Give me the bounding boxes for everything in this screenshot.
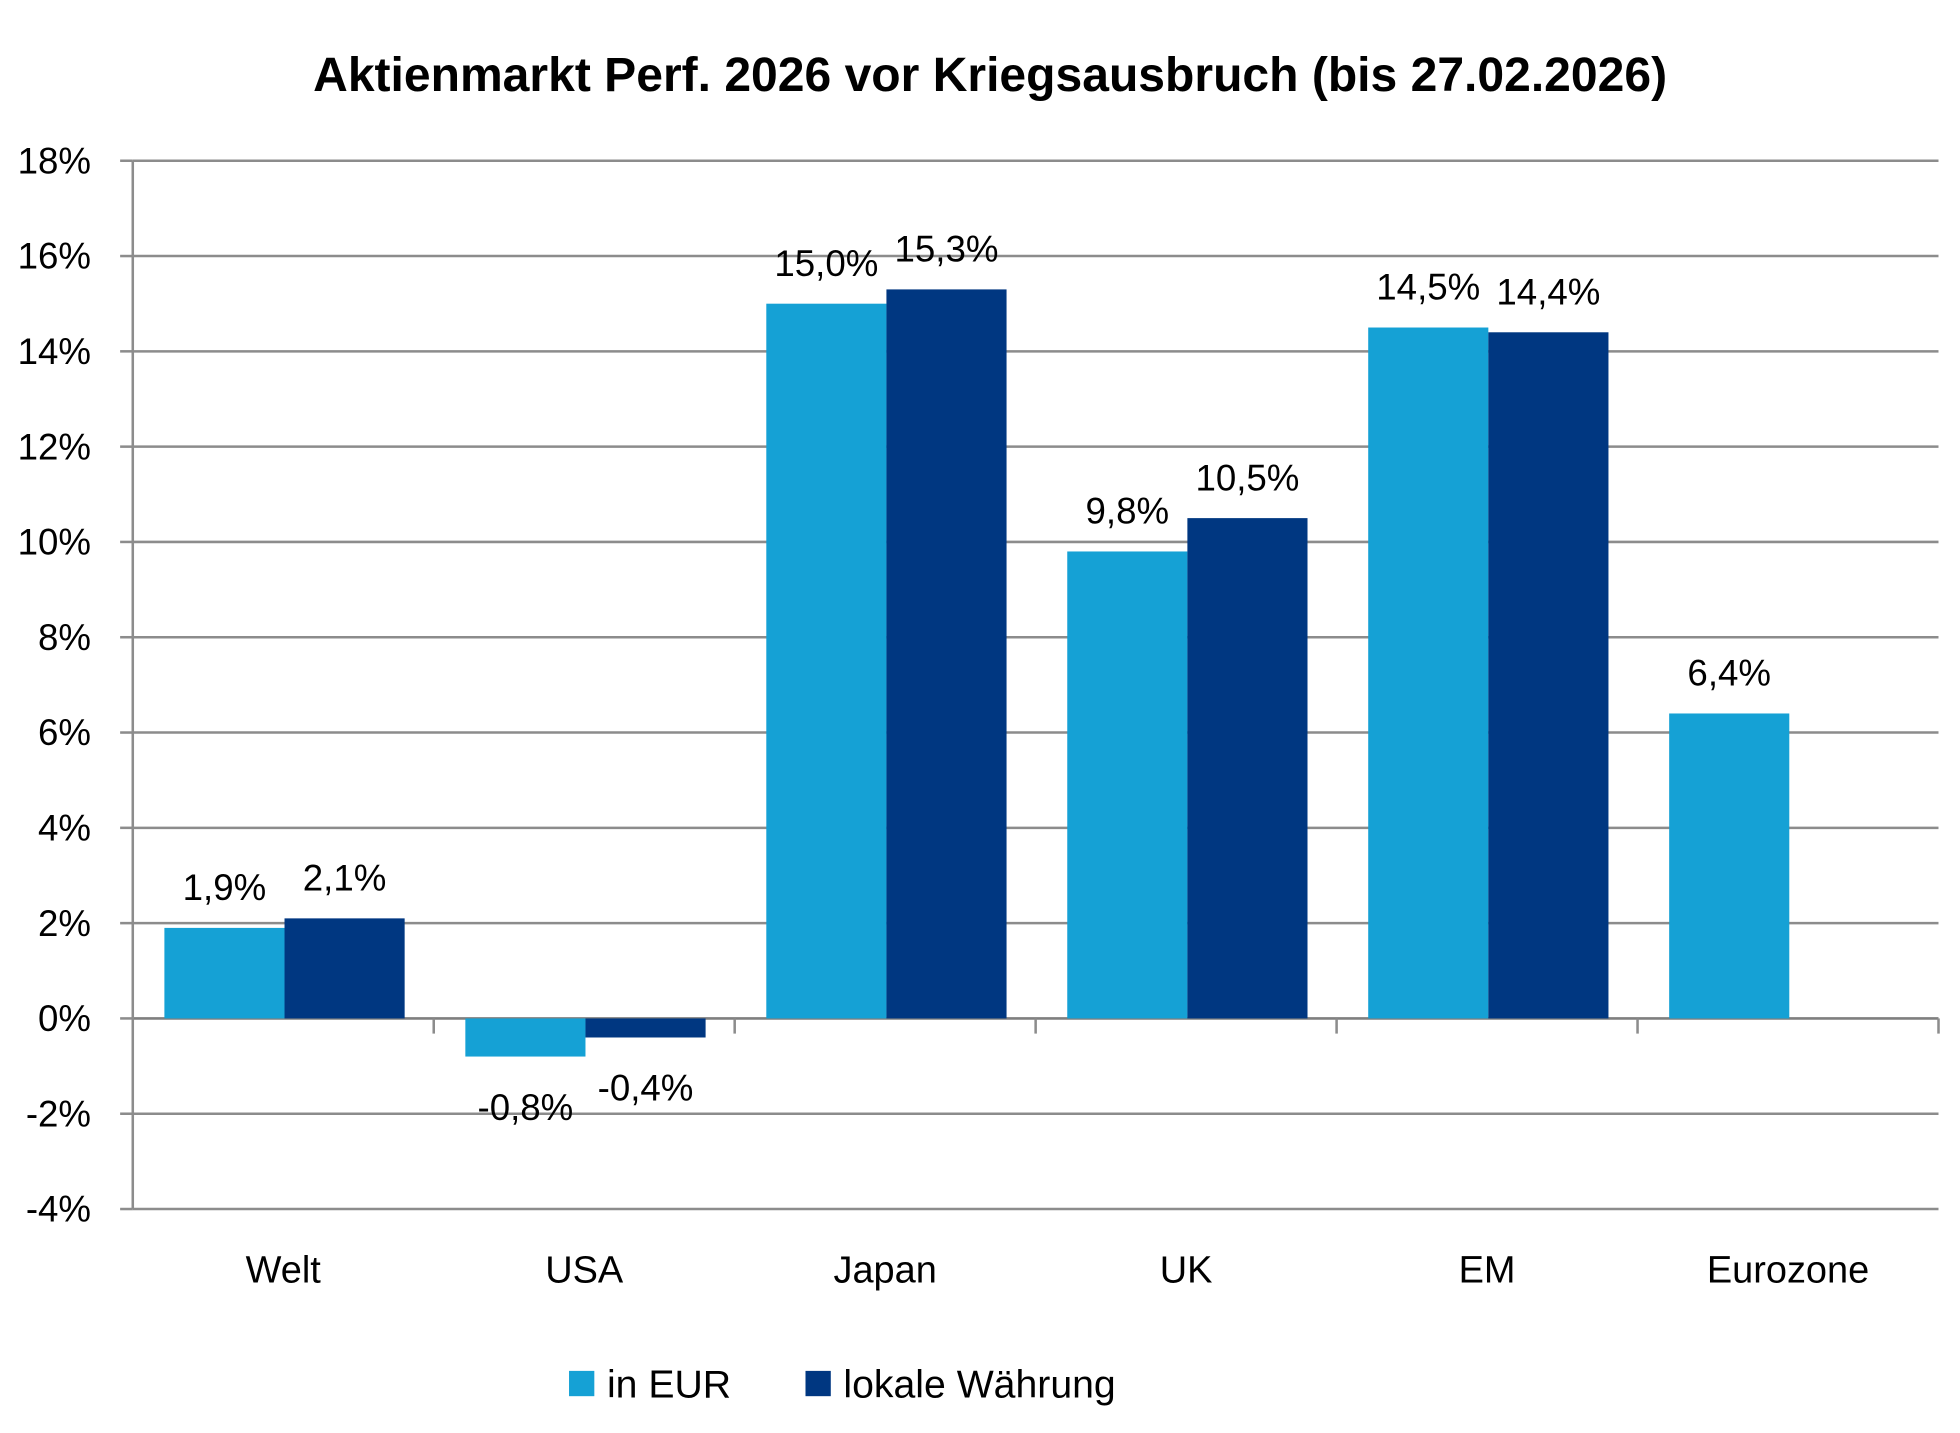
bar: [284, 918, 405, 1019]
bar: [1067, 551, 1188, 1019]
y-tick-label: 10%: [18, 522, 91, 563]
legend-label: lokale Währung: [843, 1363, 1115, 1406]
y-tick-label: 2%: [38, 903, 91, 944]
category-label: Welt: [246, 1249, 322, 1291]
category-label: UK: [1160, 1249, 1213, 1291]
legend-swatch: [569, 1370, 595, 1397]
data-label: 10,5%: [1195, 457, 1299, 498]
category-label: USA: [545, 1249, 624, 1291]
bar: [1187, 518, 1308, 1019]
bar: [585, 1018, 706, 1038]
legend-swatch: [805, 1370, 831, 1397]
y-tick-label: -4%: [26, 1189, 91, 1230]
data-label: 15,0%: [774, 243, 878, 284]
y-tick-label: -2%: [26, 1093, 91, 1134]
bar: [1488, 332, 1609, 1019]
bar: [1368, 327, 1489, 1019]
data-label: 9,8%: [1086, 491, 1170, 532]
bar: [465, 1018, 586, 1057]
y-tick-label: 6%: [38, 712, 91, 753]
y-tick-label: 0%: [38, 998, 91, 1039]
data-label: 6,4%: [1687, 653, 1771, 694]
data-label: 15,3%: [895, 229, 999, 270]
data-label: 2,1%: [303, 858, 387, 899]
category-label: Japan: [833, 1249, 936, 1291]
bar: [1669, 713, 1790, 1019]
category-label: EM: [1459, 1249, 1516, 1291]
data-label: -0,4%: [598, 1068, 694, 1109]
bar: [164, 927, 285, 1019]
y-tick-label: 18%: [18, 140, 91, 181]
y-tick-label: 8%: [38, 617, 91, 658]
bar: [886, 289, 1007, 1019]
data-label: 1,9%: [183, 867, 267, 908]
data-label: -0,8%: [478, 1087, 574, 1128]
data-label: 14,5%: [1376, 267, 1480, 308]
chart-title: Aktienmarkt Perf. 2026 vor Kriegsausbruc…: [313, 49, 1667, 102]
y-tick-label: 4%: [38, 807, 91, 848]
data-label: 14,4%: [1496, 271, 1600, 312]
y-tick-label: 14%: [18, 331, 91, 372]
category-label: Eurozone: [1707, 1249, 1869, 1291]
bar: [766, 303, 887, 1019]
y-tick-label: 16%: [18, 236, 91, 277]
legend-label: in EUR: [607, 1363, 731, 1406]
y-tick-label: 12%: [18, 426, 91, 467]
